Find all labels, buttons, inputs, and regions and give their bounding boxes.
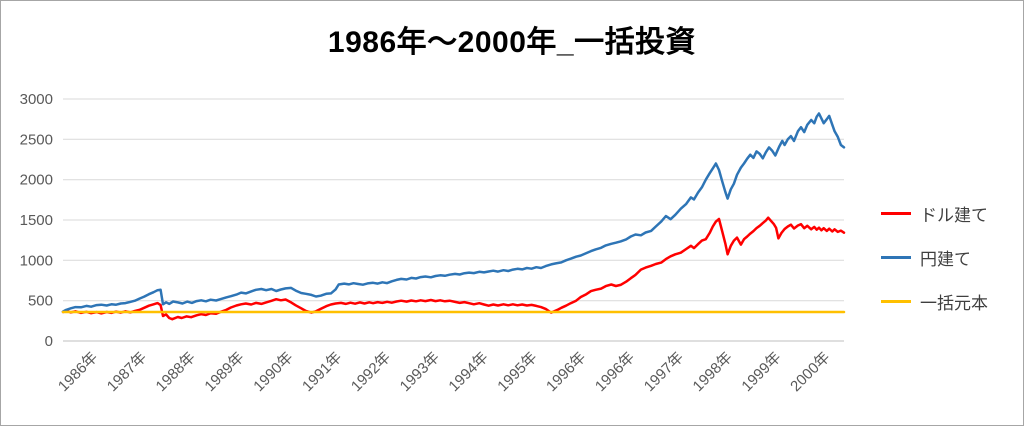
legend-swatch-principal [881,300,911,303]
x-tick-label: 1999年 [738,349,784,395]
x-tick-label: 1986年 [55,349,101,395]
x-tick-label: 1988年 [153,349,199,395]
legend-label-yen: 円建て [920,250,971,269]
x-tick-label: 1987年 [104,349,150,395]
y-tick-label: 3000 [20,91,53,108]
x-tick-label: 1994年 [446,349,492,395]
x-tick-label: 1995年 [494,349,540,395]
x-tick-label: 1998年 [690,349,736,395]
x-tick-label: 2000年 [787,349,833,395]
legend-swatch-dollar [881,212,911,215]
y-tick-label: 500 [28,293,53,310]
x-tick-label: 1989年 [201,349,247,395]
x-tick-label: 1992年 [348,349,394,395]
legend-label-dollar: ドル建て [920,206,988,225]
y-tick-label: 0 [45,333,53,350]
x-tick-label: 1993年 [397,349,443,395]
legend-item-dollar: ドル建て [881,201,988,226]
y-tick-label: 1500 [20,212,53,229]
legend-item-yen: 円建て [881,245,988,270]
legend-label-principal: 一括元本 [920,294,988,313]
x-tick-label: 1997年 [641,349,687,395]
y-tick-label: 1000 [20,252,53,269]
legend-swatch-yen [881,256,911,259]
x-tick-label: 1996年 [592,349,638,395]
x-tick-label: 1996年 [543,349,589,395]
series-line-1 [61,112,846,313]
x-tick-label: 1991年 [299,349,345,395]
legend-item-principal: 一括元本 [881,289,988,314]
chart-title: 1986年～2000年_一括投資 [327,26,697,59]
series-line-0 [61,216,846,321]
legend: ドル建て 円建て 一括元本 [881,201,988,314]
x-tick-label: 1990年 [250,349,296,395]
y-tick-label: 2500 [20,131,53,148]
y-tick-label: 2000 [20,172,53,189]
